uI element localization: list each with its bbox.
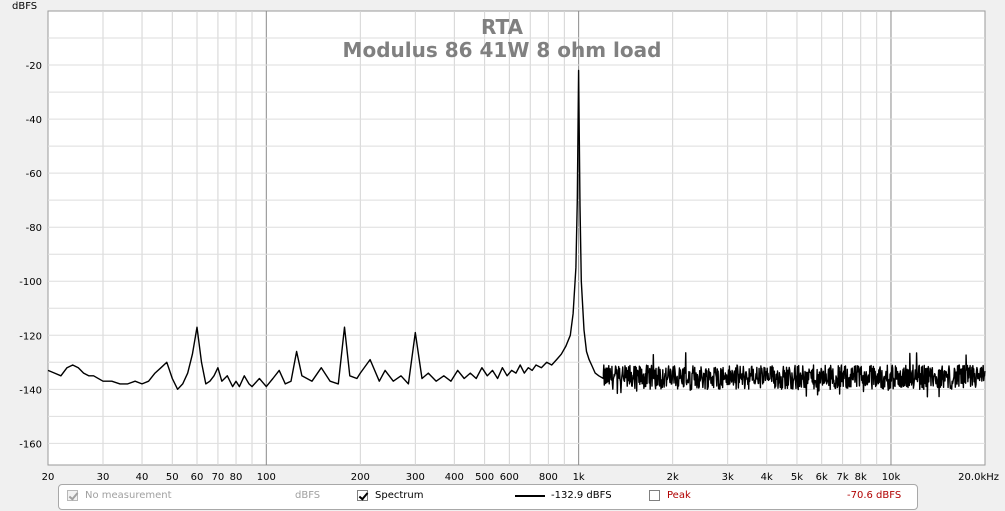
spectrum-label: Spectrum [375, 490, 424, 501]
x-tick-label: 200 [351, 472, 370, 482]
x-tick-label: 5k [791, 472, 803, 482]
plot-area [47, 10, 986, 466]
x-tick-label: 8k [855, 472, 867, 482]
x-tick-label: 30 [97, 472, 110, 482]
y-tick-label: -20 [26, 61, 42, 72]
legend-bar: No measurement dBFS Spectrum -132.9 dBFS… [58, 484, 918, 510]
no-measurement-checkbox[interactable] [67, 490, 78, 501]
y-tick-label: -60 [26, 169, 42, 180]
x-tick-label: 800 [539, 472, 558, 482]
x-tick-label: 500 [475, 472, 494, 482]
x-tick-label: 20.0kHz [958, 472, 999, 482]
x-tick-label: 60 [191, 472, 204, 482]
legend-peak[interactable]: Peak [649, 490, 691, 501]
y-tick-label: -120 [19, 331, 42, 342]
y-axis-label: dBFS [12, 1, 37, 12]
x-tick-label: 7k [837, 472, 849, 482]
x-tick-label: 6k [816, 472, 828, 482]
y-tick-label: -40 [26, 115, 42, 126]
chart-title: RTA [481, 15, 524, 39]
spectrum-value: -132.9 dBFS [551, 490, 612, 501]
legend-no-measurement[interactable]: No measurement [67, 490, 172, 501]
legend-spectrum[interactable]: Spectrum [357, 490, 423, 501]
spectrum-checkbox[interactable] [357, 490, 368, 501]
traces [47, 69, 986, 398]
x-tick-label: 50 [166, 472, 179, 482]
x-tick-label: 100 [257, 472, 276, 482]
x-tick-label: 2k [667, 472, 679, 482]
x-tick-label: 70 [212, 472, 225, 482]
legend-spectrum-value: -132.9 dBFS [515, 490, 612, 501]
x-tick-label: 40 [136, 472, 149, 482]
y-tick-label: -80 [26, 223, 42, 234]
x-tick-label: 600 [500, 472, 519, 482]
x-tick-label: 1k [573, 472, 585, 482]
x-tick-label: 3k [722, 472, 734, 482]
legend-units: dBFS [295, 490, 321, 501]
x-tick-label: 10k [882, 472, 901, 482]
no-measurement-label: No measurement [85, 490, 172, 501]
chart-subtitle: Modulus 86 41W 8 ohm load [343, 38, 662, 62]
rta-chart: -20 -40 -60 -80 -100 -120 -140 -160 20 30 40 50 60 70… [12, 1, 999, 482]
x-tick-label: 80 [230, 472, 243, 482]
peak-checkbox[interactable] [649, 490, 660, 501]
spectrum-swatch [515, 494, 545, 497]
y-tick-label: -140 [19, 385, 42, 396]
tick-labels: -20 -40 -60 -80 -100 -120 -140 -160 20 30 40 50 60 70… [19, 61, 999, 482]
peak-value: -70.6 dBFS [847, 490, 902, 501]
x-tick-label: 400 [445, 472, 464, 482]
grid-lines [48, 11, 985, 465]
peak-label: Peak [667, 490, 691, 501]
y-tick-label: -160 [19, 439, 42, 450]
x-tick-label: 300 [406, 472, 425, 482]
y-tick-label: -100 [19, 277, 42, 288]
spectrum-trace [47, 69, 986, 398]
x-tick-label: 20 [42, 472, 55, 482]
x-tick-label: 4k [761, 472, 773, 482]
